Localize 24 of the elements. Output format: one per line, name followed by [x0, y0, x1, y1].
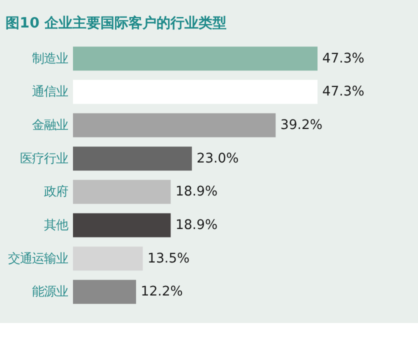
data-label: 18.9% — [175, 218, 218, 234]
y-tick-label: 通信业 — [32, 84, 68, 99]
data-label: 13.5% — [148, 251, 190, 266]
y-tick-label: 政府 — [44, 184, 68, 199]
data-label: 18.9% — [175, 184, 218, 200]
y-tick-label: 制造业 — [32, 51, 68, 66]
data-label: 12.2% — [140, 284, 183, 300]
bar — [72, 146, 192, 171]
y-tick-label: 医疗行业 — [20, 151, 68, 166]
data-label: 23.0% — [196, 151, 239, 166]
y-tick-label: 其他 — [44, 218, 68, 232]
bar — [72, 113, 276, 138]
data-label: 39.2% — [280, 118, 322, 134]
data-label: 47.3% — [322, 51, 364, 66]
bar — [72, 246, 143, 271]
y-tick-label: 交通运输业 — [8, 251, 68, 266]
bar — [72, 213, 171, 238]
y-tick-label: 金融业 — [32, 118, 68, 132]
bar — [72, 180, 171, 204]
bar — [72, 46, 318, 71]
data-label: 47.3% — [322, 84, 364, 100]
chart-title: 图10 企业主要国际客户的行业类型 — [6, 14, 226, 32]
y-tick-label: 能源业 — [32, 284, 68, 299]
bar — [72, 280, 136, 304]
